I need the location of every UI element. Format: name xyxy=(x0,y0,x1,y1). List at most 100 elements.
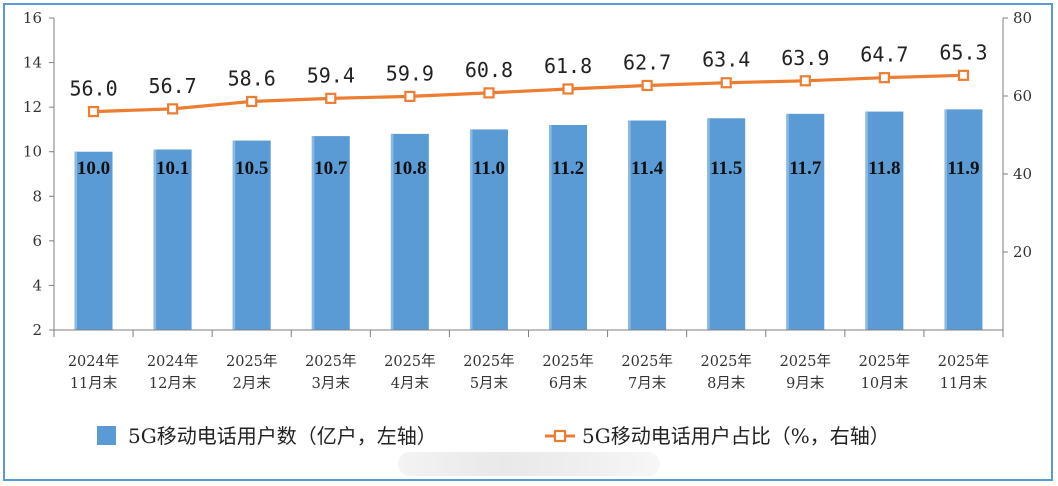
left-tick-label: 10 xyxy=(23,143,42,161)
category-label-year: 2025年 xyxy=(701,353,752,370)
bar xyxy=(153,149,192,330)
bar-value-label: 11.4 xyxy=(631,158,664,179)
line-value-label: 58.6 xyxy=(228,66,276,90)
line-marker xyxy=(246,95,258,108)
line-value-label: 64.7 xyxy=(860,43,908,67)
watermark-blur xyxy=(398,452,660,476)
category-label-year: 2025年 xyxy=(938,353,989,370)
bar xyxy=(390,133,429,330)
legend-bar-label: 5G移动电话用户数（亿户，左轴） xyxy=(128,424,437,448)
line-path xyxy=(93,73,964,114)
line-value-label: 63.4 xyxy=(702,48,750,72)
line-value-label: 62.7 xyxy=(623,50,671,74)
bar-value-label: 10.5 xyxy=(235,158,268,179)
bar-highlight xyxy=(865,111,868,330)
line-marker xyxy=(799,75,811,87)
bar-value-label: 11.5 xyxy=(710,158,742,179)
bar-highlight xyxy=(74,151,78,330)
line-marker xyxy=(483,87,495,99)
line-value-label: 59.4 xyxy=(307,63,355,87)
bar xyxy=(707,118,746,331)
right-axis: 20 40 60 80 xyxy=(1002,9,1032,330)
category-label-month: 3月末 xyxy=(312,375,351,392)
left-tick-label: 16 xyxy=(23,9,42,27)
line-value-label: 59.9 xyxy=(386,61,434,85)
bar-value-label: 10.7 xyxy=(314,158,348,179)
right-tick-label: 60 xyxy=(1013,87,1032,105)
bar-value-label: 11.2 xyxy=(552,158,584,179)
bar-highlight xyxy=(628,120,631,330)
left-tick-label: 4 xyxy=(32,276,42,294)
bar-value-label: 10.8 xyxy=(393,158,426,179)
line-marker xyxy=(87,105,100,118)
line-value-label: 61.8 xyxy=(544,54,592,78)
bar-highlight xyxy=(549,124,552,330)
category-axis: 2024年 11月末 2024年 12月末 2025年 2月末 2025年 3月末 2025年 4… xyxy=(53,329,1004,392)
line-value-label: 56.7 xyxy=(149,74,197,98)
bar xyxy=(232,140,271,330)
right-tick-label: 20 xyxy=(1013,243,1032,261)
right-tick-label: 40 xyxy=(1013,165,1032,183)
bar xyxy=(311,136,350,330)
line-marker xyxy=(957,69,970,81)
line-value-label: 56.0 xyxy=(69,77,117,101)
category-label-year: 2025年 xyxy=(859,353,910,370)
bar xyxy=(74,151,113,330)
legend-line-label: 5G移动电话用户占比（%，右轴） xyxy=(582,424,890,448)
bar-highlight xyxy=(153,149,157,330)
category-label-month: 10月末 xyxy=(861,375,909,392)
category-label-month: 4月末 xyxy=(391,375,430,392)
line-marker xyxy=(720,77,732,89)
bar-highlight xyxy=(707,118,710,331)
line-marker xyxy=(167,103,179,115)
left-tick-label: 14 xyxy=(23,54,42,72)
line-marker xyxy=(878,72,890,84)
bar xyxy=(628,120,667,330)
line-series: 56.0 56.7 58.6 59.4 59.9 60.8 61.8 62.7 63.4 63.9… xyxy=(69,40,988,118)
line-value-label: 65.3 xyxy=(939,40,987,64)
line-marker xyxy=(325,92,337,104)
line-value-label: 63.9 xyxy=(781,46,829,70)
category-label-year: 2025年 xyxy=(463,353,514,370)
line-value-label: 60.8 xyxy=(465,58,513,82)
category-label-year: 2025年 xyxy=(226,353,277,370)
bar-highlight xyxy=(390,133,394,330)
bar-highlight xyxy=(311,136,315,330)
category-label-month: 2月末 xyxy=(233,375,272,392)
category-label-month: 5月末 xyxy=(470,375,509,392)
bar-highlight xyxy=(944,109,947,330)
category-label-month: 12月末 xyxy=(149,375,197,392)
bar-value-label: 11.7 xyxy=(789,158,822,179)
bar xyxy=(865,111,904,330)
legend-bar-swatch xyxy=(97,426,116,445)
bar xyxy=(944,109,983,330)
bar-value-label: 10.0 xyxy=(77,158,110,179)
bar-highlight xyxy=(232,140,236,330)
right-tick-label: 80 xyxy=(1013,9,1032,27)
line-marker xyxy=(562,83,574,95)
category-label-year: 2025年 xyxy=(621,353,672,370)
bar-value-label: 11.8 xyxy=(868,158,900,179)
category-label-month: 9月末 xyxy=(786,375,825,392)
category-label-month: 11月末 xyxy=(70,375,118,392)
category-label-month: 6月末 xyxy=(549,375,588,392)
category-label-year: 2025年 xyxy=(384,353,435,370)
bar-value-label: 10.1 xyxy=(156,158,189,179)
left-tick-label: 12 xyxy=(23,98,42,116)
category-label-year: 2025年 xyxy=(542,353,593,370)
legend-line-marker xyxy=(553,429,567,443)
bar xyxy=(786,113,825,330)
bar-highlight xyxy=(786,113,789,330)
category-label-year: 2025年 xyxy=(305,353,356,370)
line-marker xyxy=(641,79,653,92)
bar xyxy=(549,124,588,330)
category-label-month: 11月末 xyxy=(940,375,988,392)
category-label-year: 2024年 xyxy=(147,353,198,370)
bar xyxy=(469,129,508,330)
left-axis: 2 4 6 8 10 12 14 16 xyxy=(23,9,55,339)
legend: 5G移动电话用户数（亿户，左轴） 5G移动电话用户占比（%，右轴） xyxy=(97,424,890,448)
category-label-month: 8月末 xyxy=(707,375,746,392)
line-marker xyxy=(404,90,416,102)
bar-value-label: 11.9 xyxy=(947,158,979,179)
